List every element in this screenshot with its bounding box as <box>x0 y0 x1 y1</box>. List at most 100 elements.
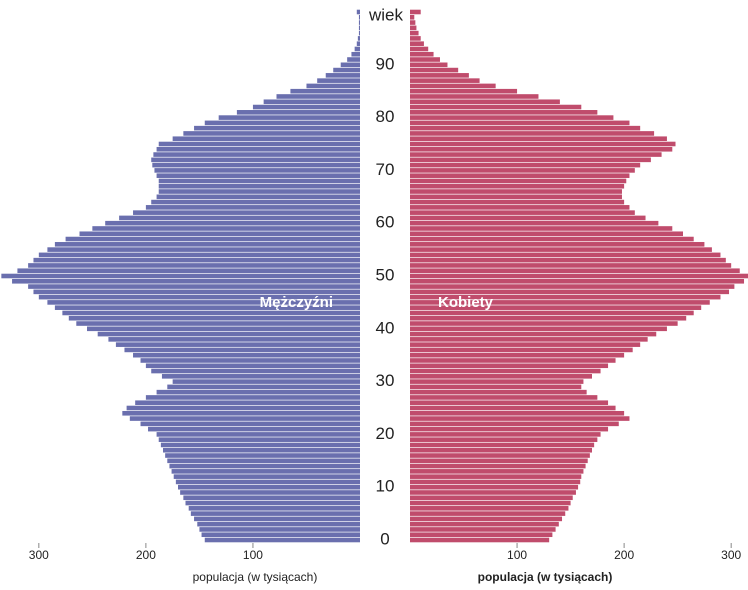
bar <box>133 210 360 215</box>
bar <box>410 458 588 464</box>
bar <box>190 511 360 516</box>
bar <box>410 453 590 458</box>
bar <box>165 453 360 458</box>
bar <box>140 421 360 427</box>
bar <box>194 125 360 131</box>
bar <box>410 500 571 506</box>
bar <box>152 162 360 168</box>
bar <box>145 363 360 369</box>
bar <box>410 104 582 110</box>
bar <box>410 141 676 147</box>
bar <box>153 152 360 157</box>
bar <box>151 368 360 374</box>
bar <box>410 205 630 210</box>
bar <box>333 67 360 73</box>
bar <box>156 389 360 395</box>
bar <box>115 342 360 347</box>
bar <box>185 500 360 506</box>
bar <box>28 284 361 289</box>
bar <box>410 162 641 168</box>
bar <box>410 51 434 57</box>
bar <box>178 484 360 490</box>
bar <box>410 46 429 52</box>
bar <box>167 384 360 390</box>
bar <box>263 99 360 105</box>
bar <box>410 73 469 78</box>
bar <box>28 263 361 268</box>
bar <box>410 189 622 194</box>
bar <box>410 490 576 495</box>
bar <box>12 278 360 284</box>
bar <box>410 263 732 268</box>
bar <box>38 252 361 258</box>
bar <box>410 315 687 321</box>
bar <box>236 110 360 115</box>
bar <box>410 173 630 178</box>
bar <box>65 236 361 242</box>
bar <box>410 310 694 316</box>
x-tick-label: 200 <box>136 548 156 562</box>
bar <box>410 379 584 384</box>
bar <box>410 321 678 326</box>
y-tick-label: 30 <box>376 371 395 390</box>
bar <box>410 305 702 310</box>
bar <box>317 78 360 83</box>
bar <box>201 532 360 538</box>
bar <box>17 268 360 274</box>
bar <box>410 57 440 62</box>
bar <box>156 432 360 437</box>
bar <box>158 189 360 194</box>
x-tick-label: 300 <box>29 548 49 562</box>
bar <box>410 146 673 152</box>
bar <box>410 242 705 247</box>
bar <box>33 289 361 295</box>
bar <box>358 20 360 25</box>
bar <box>38 294 361 300</box>
bar <box>92 226 361 231</box>
bar <box>410 25 417 31</box>
bar <box>79 231 360 237</box>
bar <box>410 83 496 89</box>
bar <box>410 484 579 490</box>
bar <box>351 51 360 57</box>
bar <box>356 9 360 15</box>
bar <box>151 199 360 205</box>
bar <box>410 294 721 300</box>
x-axis-title: populacja (w tysiącach) <box>478 570 613 584</box>
bar <box>410 426 609 432</box>
bar <box>171 469 360 474</box>
bar <box>410 273 748 279</box>
bar <box>62 310 361 316</box>
bar <box>158 141 360 147</box>
bar <box>410 331 657 337</box>
bar <box>160 442 360 448</box>
bar <box>154 168 360 173</box>
y-tick-label: 80 <box>376 107 395 126</box>
bar <box>410 215 646 221</box>
bar <box>410 416 630 421</box>
bar <box>167 458 360 464</box>
bar <box>410 337 648 342</box>
bar <box>410 421 619 427</box>
x-tick-label: 200 <box>614 548 634 562</box>
y-tick-label: 40 <box>376 318 395 337</box>
bar <box>410 125 641 131</box>
bar <box>410 521 559 527</box>
bar <box>126 405 361 411</box>
bar <box>158 437 360 442</box>
bar <box>410 152 662 157</box>
bar <box>358 30 360 36</box>
bar <box>410 30 419 36</box>
bar <box>410 284 735 289</box>
bar <box>151 157 360 163</box>
bar <box>410 194 622 200</box>
bar <box>410 410 625 416</box>
bar <box>47 247 360 252</box>
bar <box>410 368 601 374</box>
bar <box>199 527 360 532</box>
bar <box>410 183 625 189</box>
bar <box>410 88 518 94</box>
bar <box>172 136 360 142</box>
bar <box>410 20 416 25</box>
bar <box>105 220 360 226</box>
